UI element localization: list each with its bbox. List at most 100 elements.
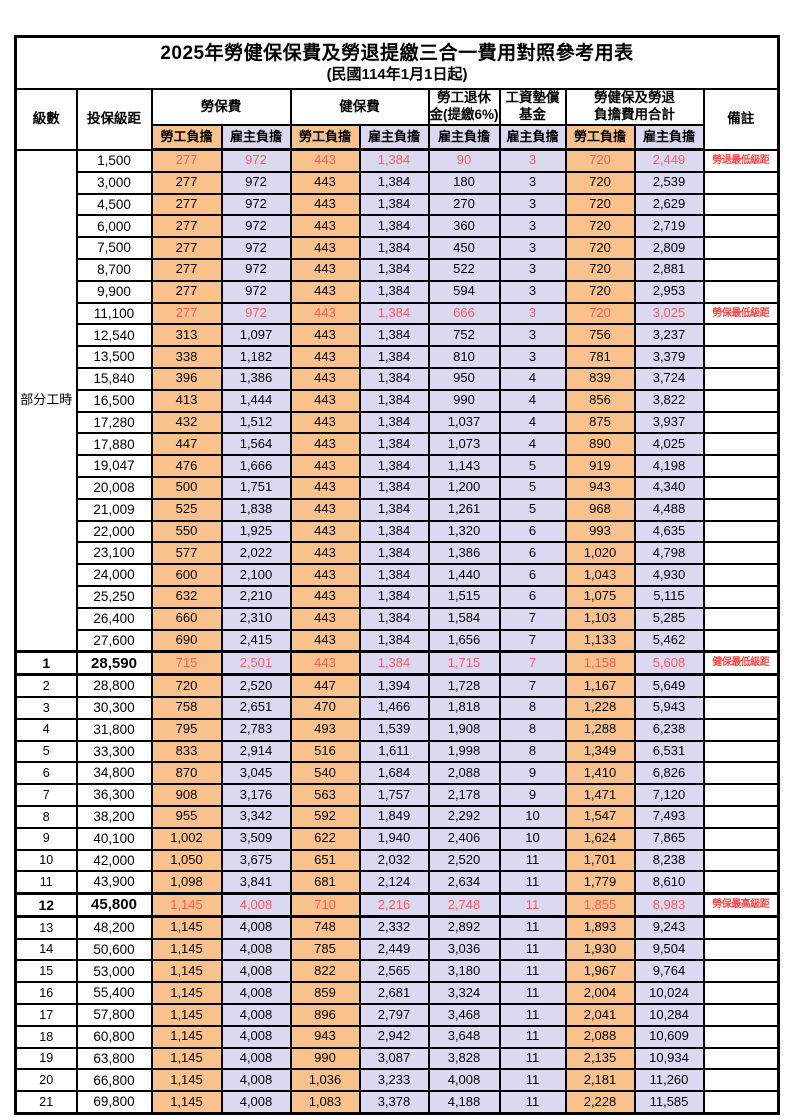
value-cell: 1,547 bbox=[564, 804, 636, 829]
value-cell: 1,512 bbox=[220, 410, 292, 435]
value-cell: 972 bbox=[220, 236, 292, 260]
table-row: 13,500 338 1,182 443 1,384 810 3 781 3,379 bbox=[16, 345, 780, 369]
value-cell: 1,384 bbox=[358, 563, 430, 587]
remark-cell bbox=[702, 584, 780, 609]
salary-bracket-cell: 30,300 bbox=[75, 695, 153, 720]
value-cell: 3,937 bbox=[633, 410, 705, 435]
value-cell: 1,288 bbox=[564, 717, 636, 742]
value-cell: 7 bbox=[498, 606, 567, 631]
value-cell: 1,103 bbox=[564, 606, 636, 631]
title-block: 2025年勞健保保費及勞退提繳三合一費用對照參考用表 (民國114年1月1日起) bbox=[14, 35, 780, 90]
remark-cell: 健保最低級距 bbox=[702, 650, 780, 677]
salary-bracket-cell: 43,900 bbox=[75, 870, 153, 895]
value-cell: 795 bbox=[150, 717, 223, 742]
value-cell: 277 bbox=[150, 192, 223, 217]
value-cell: 3,379 bbox=[633, 345, 705, 369]
value-cell: 3,724 bbox=[633, 366, 705, 391]
value-cell: 720 bbox=[564, 148, 636, 173]
value-cell: 8,983 bbox=[633, 892, 705, 918]
value-cell: 3,841 bbox=[220, 870, 292, 895]
value-cell: 839 bbox=[564, 366, 636, 391]
value-cell: 3,342 bbox=[220, 804, 292, 829]
value-cell: 3 bbox=[498, 257, 567, 282]
value-cell: 516 bbox=[289, 739, 361, 764]
value-cell: 1,386 bbox=[220, 366, 292, 391]
value-cell: 7,120 bbox=[633, 783, 705, 807]
value-cell: 756 bbox=[564, 323, 636, 348]
header-total: 勞健保及勞退 負擔費用合計 bbox=[564, 88, 705, 126]
table-row: 9,900 277 972 443 1,384 594 3 720 2,953 bbox=[16, 279, 780, 304]
value-cell: 972 bbox=[220, 148, 292, 173]
value-cell: 4 bbox=[498, 388, 567, 413]
value-cell: 4,340 bbox=[633, 475, 705, 500]
salary-bracket-cell: 1,500 bbox=[75, 148, 153, 173]
value-cell: 1,564 bbox=[220, 432, 292, 457]
value-cell: 1,849 bbox=[358, 804, 430, 829]
value-cell: 1,384 bbox=[358, 584, 430, 609]
value-cell: 443 bbox=[289, 650, 361, 677]
salary-bracket-cell: 40,100 bbox=[75, 826, 153, 851]
header-total-employee-share: 勞工負擔 bbox=[564, 124, 636, 151]
value-cell: 1,083 bbox=[289, 1090, 361, 1115]
value-cell: 3 bbox=[498, 214, 567, 239]
value-cell: 11,585 bbox=[633, 1090, 705, 1115]
value-cell: 2,041 bbox=[564, 1003, 636, 1027]
remark-cell bbox=[702, 345, 780, 369]
salary-bracket-cell: 48,200 bbox=[75, 915, 153, 940]
value-cell: 1,182 bbox=[220, 345, 292, 369]
header-total-line1: 勞健保及勞退 bbox=[594, 90, 675, 106]
table-row: 6,000 277 972 443 1,384 360 3 720 2,719 bbox=[16, 214, 780, 239]
value-cell: 180 bbox=[427, 170, 501, 195]
table-row: 9 40,100 1,002 3,509 622 1,940 2,406 10 1,624 7,8… bbox=[14, 826, 780, 851]
table-row: 部分工時 1,500 277 972 443 1,384 90 3 720 2,449 勞退最低級距 bbox=[14, 148, 780, 653]
value-cell: 748 bbox=[289, 915, 361, 940]
value-cell: 1,075 bbox=[564, 584, 636, 609]
value-cell: 890 bbox=[564, 432, 636, 457]
value-cell: 4,798 bbox=[633, 541, 705, 566]
value-cell: 493 bbox=[289, 717, 361, 742]
value-cell: 3 bbox=[498, 170, 567, 195]
value-cell: 1,715 bbox=[427, 650, 501, 677]
value-cell: 432 bbox=[150, 410, 223, 435]
value-cell: 2,953 bbox=[633, 279, 705, 304]
value-cell: 525 bbox=[150, 497, 223, 522]
remark-cell bbox=[702, 563, 780, 587]
value-cell: 833 bbox=[150, 739, 223, 764]
value-cell: 11 bbox=[498, 959, 567, 984]
value-cell: 1,751 bbox=[220, 475, 292, 500]
salary-bracket-cell: 25,250 bbox=[75, 584, 153, 609]
value-cell: 4 bbox=[498, 366, 567, 391]
value-cell: 11,260 bbox=[633, 1068, 705, 1093]
value-cell: 1,073 bbox=[427, 432, 501, 457]
table-row: 12 45,800 1,145 4,008 710 2,216 2,748 11 1,855 8,… bbox=[14, 892, 780, 918]
value-cell: 1,818 bbox=[427, 695, 501, 720]
salary-bracket-cell: 7,500 bbox=[75, 236, 153, 260]
level-cell: 19 bbox=[14, 1046, 78, 1071]
value-cell: 4,008 bbox=[220, 1068, 292, 1093]
value-cell: 8 bbox=[498, 695, 567, 720]
value-cell: 443 bbox=[289, 192, 361, 217]
salary-bracket-cell: 16,500 bbox=[75, 388, 153, 413]
value-cell: 1,584 bbox=[427, 606, 501, 631]
value-cell: 11 bbox=[498, 981, 567, 1006]
value-cell: 2,809 bbox=[633, 236, 705, 260]
remark-cell bbox=[702, 214, 780, 239]
value-cell: 1,757 bbox=[358, 783, 430, 807]
value-cell: 870 bbox=[150, 761, 223, 786]
value-cell: 2,216 bbox=[358, 892, 430, 918]
table-row: 16,500 413 1,444 443 1,384 990 4 856 3,822 bbox=[16, 388, 780, 413]
value-cell: 4,488 bbox=[633, 497, 705, 522]
value-cell: 715 bbox=[150, 650, 223, 677]
value-cell: 443 bbox=[289, 170, 361, 195]
value-cell: 443 bbox=[289, 519, 361, 544]
value-cell: 1,384 bbox=[358, 170, 430, 195]
salary-bracket-cell: 34,800 bbox=[75, 761, 153, 786]
value-cell: 972 bbox=[220, 257, 292, 282]
value-cell: 690 bbox=[150, 628, 223, 653]
value-cell: 7 bbox=[498, 650, 567, 677]
value-cell: 2,748 bbox=[427, 892, 501, 918]
remark-cell bbox=[702, 192, 780, 217]
table-row: 15 53,000 1,145 4,008 822 2,565 3,180 11 1,967 9,… bbox=[14, 959, 780, 984]
value-cell: 972 bbox=[220, 214, 292, 239]
value-cell: 1,384 bbox=[358, 497, 430, 522]
